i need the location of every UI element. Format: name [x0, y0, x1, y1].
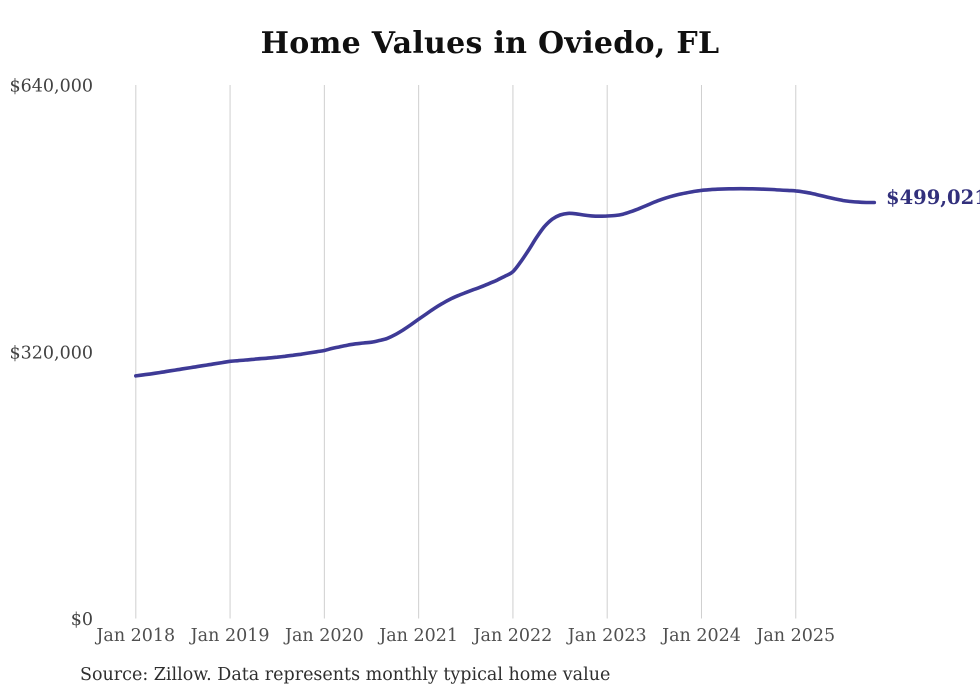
x-axis-tick-label: Jan 2021 [377, 626, 458, 646]
x-axis-tick-label: Jan 2020 [283, 626, 364, 646]
x-axis-tick-label: Jan 2024 [660, 626, 741, 646]
x-axis-tick-label: Jan 2025 [754, 626, 835, 646]
source-note: Source: Zillow. Data represents monthly … [80, 665, 611, 685]
x-axis-tick-label: Jan 2018 [94, 626, 175, 646]
x-axis-tick-label: Jan 2023 [566, 626, 647, 646]
current-value-label: $499,021 [886, 186, 980, 209]
x-axis-tick-label: Jan 2022 [472, 626, 553, 646]
y-axis-tick-label: $640,000 [9, 77, 93, 97]
home-value-line [134, 186, 877, 378]
y-axis-tick-label: $320,000 [9, 343, 93, 363]
x-axis-tick-label: Jan 2019 [189, 626, 270, 646]
y-axis-tick-label: $0 [71, 610, 93, 630]
chart-title: Home Values in Oviedo, FL [260, 26, 720, 61]
